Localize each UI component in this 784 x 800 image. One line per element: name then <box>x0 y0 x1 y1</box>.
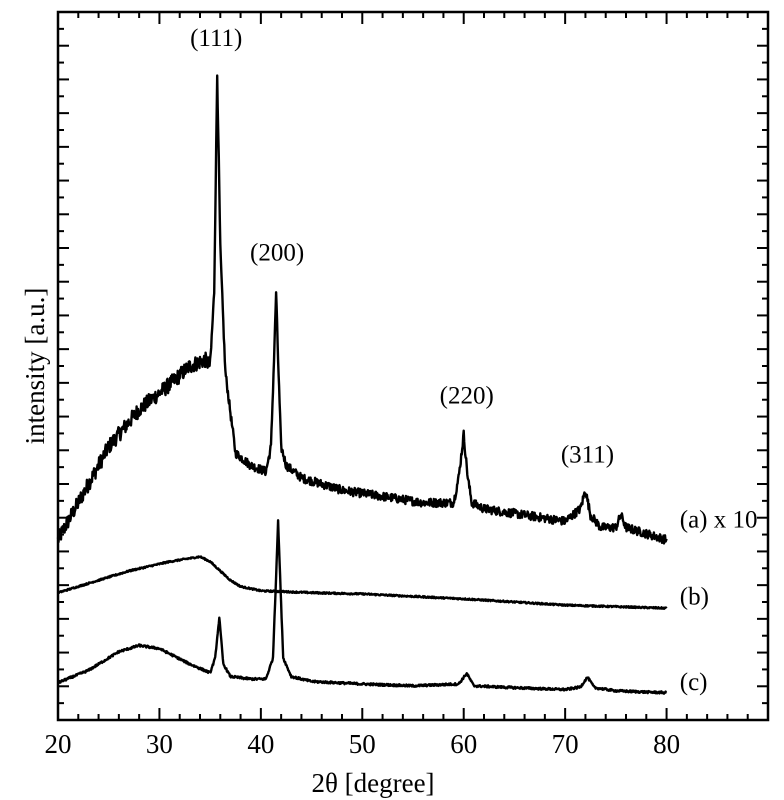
series-label: (b) <box>680 583 709 610</box>
x-tick-label: 30 <box>146 729 173 759</box>
peak-label: (200) <box>250 239 304 266</box>
x-axis-title: 2θ [degree] <box>311 768 434 798</box>
x-tick-label: 80 <box>653 729 680 759</box>
plot-frame <box>56 10 770 722</box>
x-tick-label: 70 <box>552 729 579 759</box>
series-label: (a) x 10 <box>680 506 758 533</box>
axis-layer: 20 30 40 50 60 70 80 <box>45 10 770 759</box>
series-layer <box>56 74 668 695</box>
series-label: (c) <box>680 669 708 696</box>
series-line <box>56 555 668 610</box>
x-tick-label: 40 <box>247 729 274 759</box>
series-line <box>56 74 668 545</box>
series-line <box>57 519 668 695</box>
annotation-layer: (111) (200) (220) (311) (a) x 10 (b) (c) <box>190 25 757 696</box>
y-axis-title: intensity [a.u.] <box>20 288 50 445</box>
peak-label: (311) <box>561 441 614 468</box>
peak-label: (111) <box>190 25 242 52</box>
x-tick-label: 60 <box>450 729 477 759</box>
peak-label: (220) <box>440 382 494 409</box>
x-tick-label: 20 <box>45 729 72 759</box>
x-tick-label: 50 <box>349 729 376 759</box>
